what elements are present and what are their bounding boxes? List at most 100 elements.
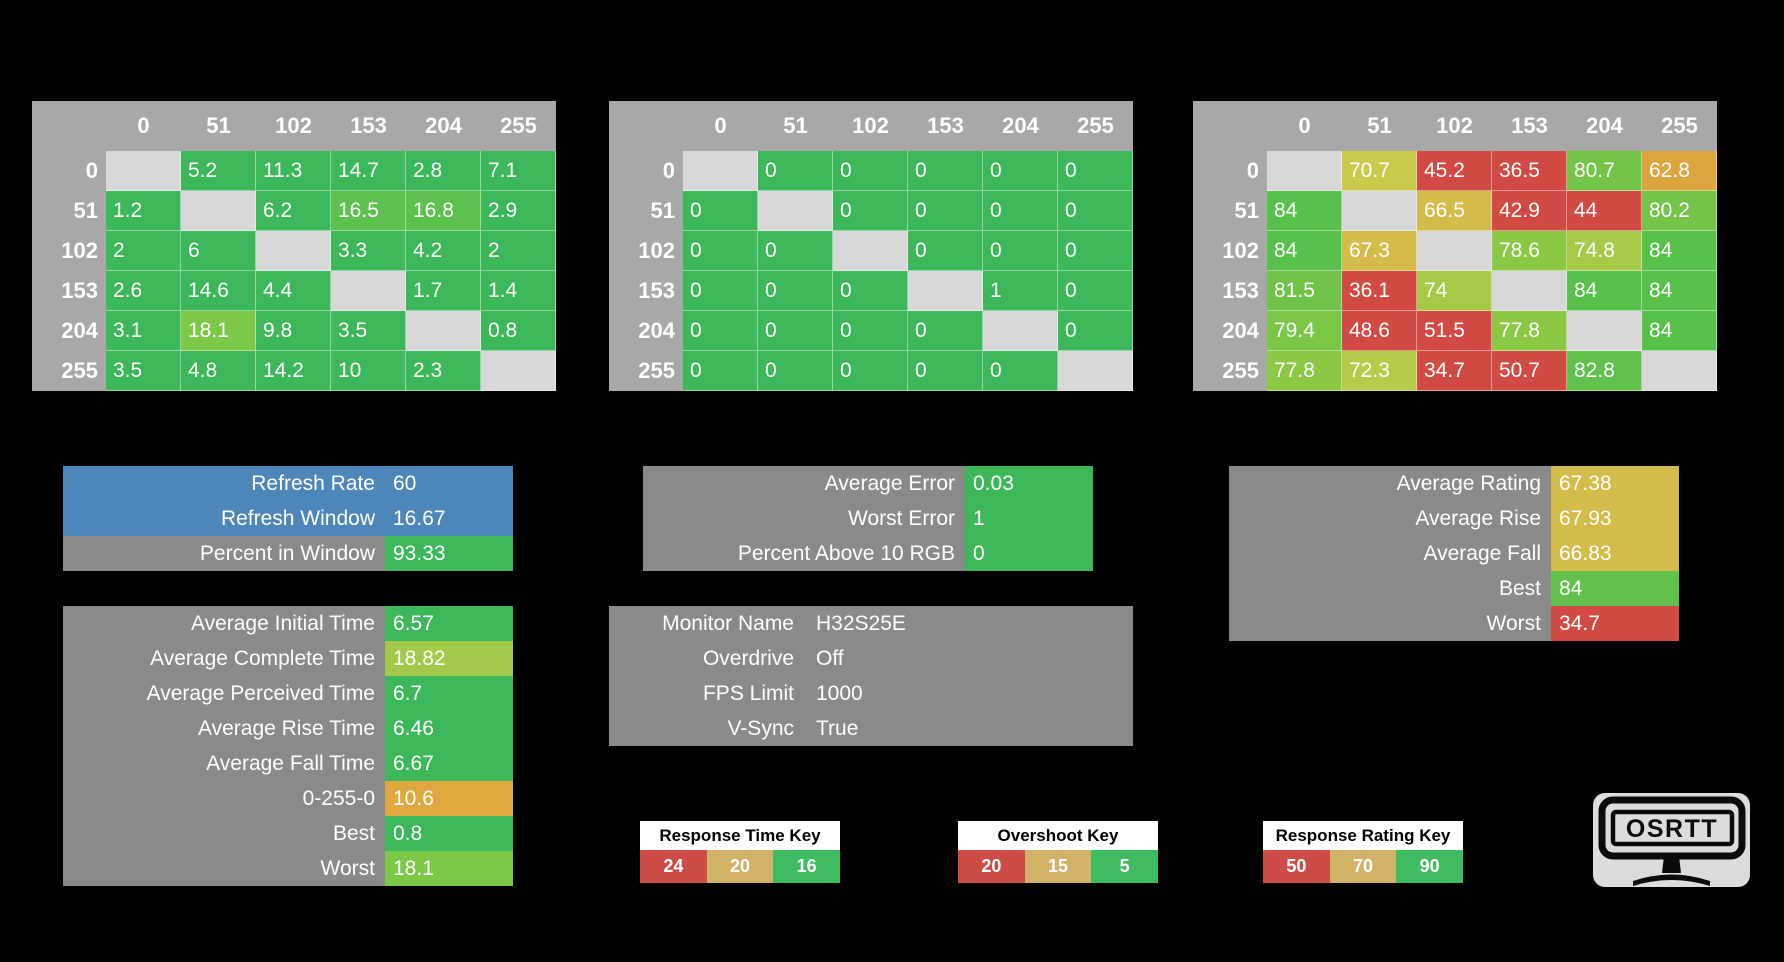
panel-row: Worst 34.7 — [1229, 606, 1679, 641]
row-header: 153 — [638, 278, 675, 303]
column-header: 153 — [350, 113, 387, 138]
matrix-row: 255 77.8 72.3 34.7 50.7 82.8 — [1193, 351, 1717, 391]
key-title: Response Rating Key — [1263, 821, 1463, 850]
column-header: 0 — [714, 113, 727, 138]
panel-label: 0-255-0 — [63, 781, 385, 816]
panel-row: Average Error 0.03 — [643, 466, 1093, 501]
row-header: 0 — [662, 158, 675, 183]
matrix-cell: 81.5 — [1267, 271, 1342, 311]
matrix-cell: 51.5 — [1417, 311, 1492, 351]
key-cells: 24 20 16 — [640, 850, 841, 883]
matrix-row: 153 0 0 0 1 0 — [609, 271, 1133, 311]
key-threshold-cell: 70 — [1329, 850, 1397, 883]
matrix-row: 102 2 6 3.3 4.2 2 — [32, 231, 556, 271]
panel-value: 1 — [965, 501, 1093, 536]
matrix-cell: 2.9 — [481, 191, 556, 231]
matrix-cell: 0 — [983, 231, 1058, 271]
panel-row: Monitor Name H32S25E — [609, 606, 1133, 641]
matrix-cell: 84 — [1267, 231, 1342, 271]
monitor-info-panel: Monitor Name H32S25E Overdrive Off FPS Limit… — [609, 606, 1133, 746]
matrix-cell: 0 — [758, 271, 833, 311]
matrix-cell: 0 — [758, 351, 833, 391]
row-header: 255 — [638, 358, 675, 383]
panel-row: Average Rise 67.93 — [1229, 501, 1679, 536]
matrix-cell: 84 — [1642, 311, 1717, 351]
panel-value: 16.67 — [385, 501, 513, 536]
matrix-cell: 36.1 — [1342, 271, 1417, 311]
matrix-cell: 0 — [833, 191, 908, 231]
panel-row: Average Perceived Time 6.7 — [63, 676, 513, 711]
matrix-cell: 44 — [1567, 191, 1642, 231]
panel-value: 0.03 — [965, 466, 1093, 501]
panel-row: Worst 18.1 — [63, 851, 513, 886]
panel-label: Worst — [63, 851, 385, 886]
row-header: 204 — [638, 318, 675, 343]
matrix-cell: 84 — [1642, 271, 1717, 311]
response-rating-matrix: 0 51 102 153 204 255 0 70.7 45.2 36.5 80.7 62.8 51 84… — [1193, 101, 1717, 391]
column-header: 0 — [1298, 113, 1311, 138]
matrix-diagonal-cell — [983, 311, 1058, 351]
matrix-cell: 5.2 — [181, 151, 256, 191]
osrtt-logo: OSRTT — [1593, 793, 1750, 887]
matrix-cell: 50.7 — [1492, 351, 1567, 391]
panel-row: Percent in Window 93.33 — [63, 536, 513, 571]
matrix-cell: 36.5 — [1492, 151, 1567, 191]
panel-label: Average Rating — [1229, 466, 1551, 501]
panel-value: 67.38 — [1551, 466, 1679, 501]
matrix-diagonal-cell — [1267, 151, 1342, 191]
key-cells: 50 70 90 — [1263, 850, 1464, 883]
overshoot-key: Overshoot Key 20 15 5 — [958, 821, 1159, 883]
osrtt-logo-text: OSRTT — [1626, 815, 1718, 843]
panel-value: 0 — [965, 536, 1093, 571]
matrix-diagonal-cell — [106, 151, 181, 191]
row-header: 102 — [638, 238, 675, 263]
matrix-header-row: 0 51 102 153 204 255 — [1193, 101, 1717, 151]
panel-row: FPS Limit 1000 — [609, 676, 1133, 711]
row-header: 153 — [1222, 278, 1259, 303]
matrix-cell: 0 — [908, 351, 983, 391]
matrix-cell: 45.2 — [1417, 151, 1492, 191]
panel-row: Average Rating 67.38 — [1229, 466, 1679, 501]
matrix-cell: 16.5 — [331, 191, 406, 231]
matrix-cell: 0 — [683, 271, 758, 311]
panel-row: Average Rise Time 6.46 — [63, 711, 513, 746]
panel-label: V-Sync — [727, 716, 794, 740]
matrix-row: 51 1.2 6.2 16.5 16.8 2.9 — [32, 191, 556, 231]
key-cells: 20 15 5 — [958, 850, 1159, 883]
key-threshold-cell: 16 — [773, 850, 841, 883]
matrix-diagonal-cell — [1342, 191, 1417, 231]
panel-value: H32S25E — [816, 611, 906, 635]
matrix-row: 102 84 67.3 78.6 74.8 84 — [1193, 231, 1717, 271]
row-header: 255 — [1222, 358, 1259, 383]
panel-value: 10.6 — [385, 781, 513, 816]
key-title: Response Time Key — [640, 821, 840, 850]
panel-label: Worst Error — [643, 501, 965, 536]
matrix-cell: 1.7 — [406, 271, 481, 311]
panel-value: True — [816, 716, 859, 740]
matrix-cell: 6.2 — [256, 191, 331, 231]
matrix-diagonal-cell — [1642, 351, 1717, 391]
panel-value: Off — [816, 646, 844, 670]
matrix-row: 204 0 0 0 0 0 — [609, 311, 1133, 351]
column-header: 255 — [1077, 113, 1114, 138]
column-header: 153 — [927, 113, 964, 138]
column-header: 0 — [137, 113, 150, 138]
matrix-corner — [32, 101, 106, 151]
panel-row: Best 84 — [1229, 571, 1679, 606]
refresh-panel: Refresh Rate 60 Refresh Window 16.67 Percent… — [63, 466, 513, 571]
matrix-row: 51 0 0 0 0 0 — [609, 191, 1133, 231]
key-threshold-cell: 90 — [1396, 850, 1464, 883]
panel-label: Average Complete Time — [63, 641, 385, 676]
column-header: 102 — [852, 113, 889, 138]
matrix-cell: 0 — [1058, 231, 1133, 271]
matrix-cell: 84 — [1642, 231, 1717, 271]
matrix-cell: 9.8 — [256, 311, 331, 351]
row-header: 51 — [1234, 198, 1259, 223]
panel-label: Average Rise — [1229, 501, 1551, 536]
column-header: 51 — [206, 113, 231, 138]
matrix-cell: 34.7 — [1417, 351, 1492, 391]
matrix-cell: 0 — [683, 351, 758, 391]
matrix-cell: 3.5 — [331, 311, 406, 351]
panel-value: 34.7 — [1551, 606, 1679, 641]
